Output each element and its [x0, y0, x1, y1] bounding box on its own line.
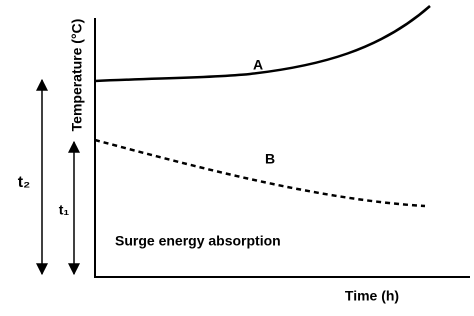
y-axis-label: Temperature (°C): [69, 19, 85, 132]
arrow-label: t₂: [18, 174, 30, 191]
arrow-label: t₁: [59, 202, 70, 218]
annotation: Surge energy absorption: [115, 233, 281, 249]
curve-label: B: [265, 151, 275, 167]
curve-b: [94, 138, 426, 208]
curve-label: A: [253, 57, 263, 73]
x-axis-label: Time (h): [345, 288, 399, 304]
curve-a: [94, 5, 431, 83]
